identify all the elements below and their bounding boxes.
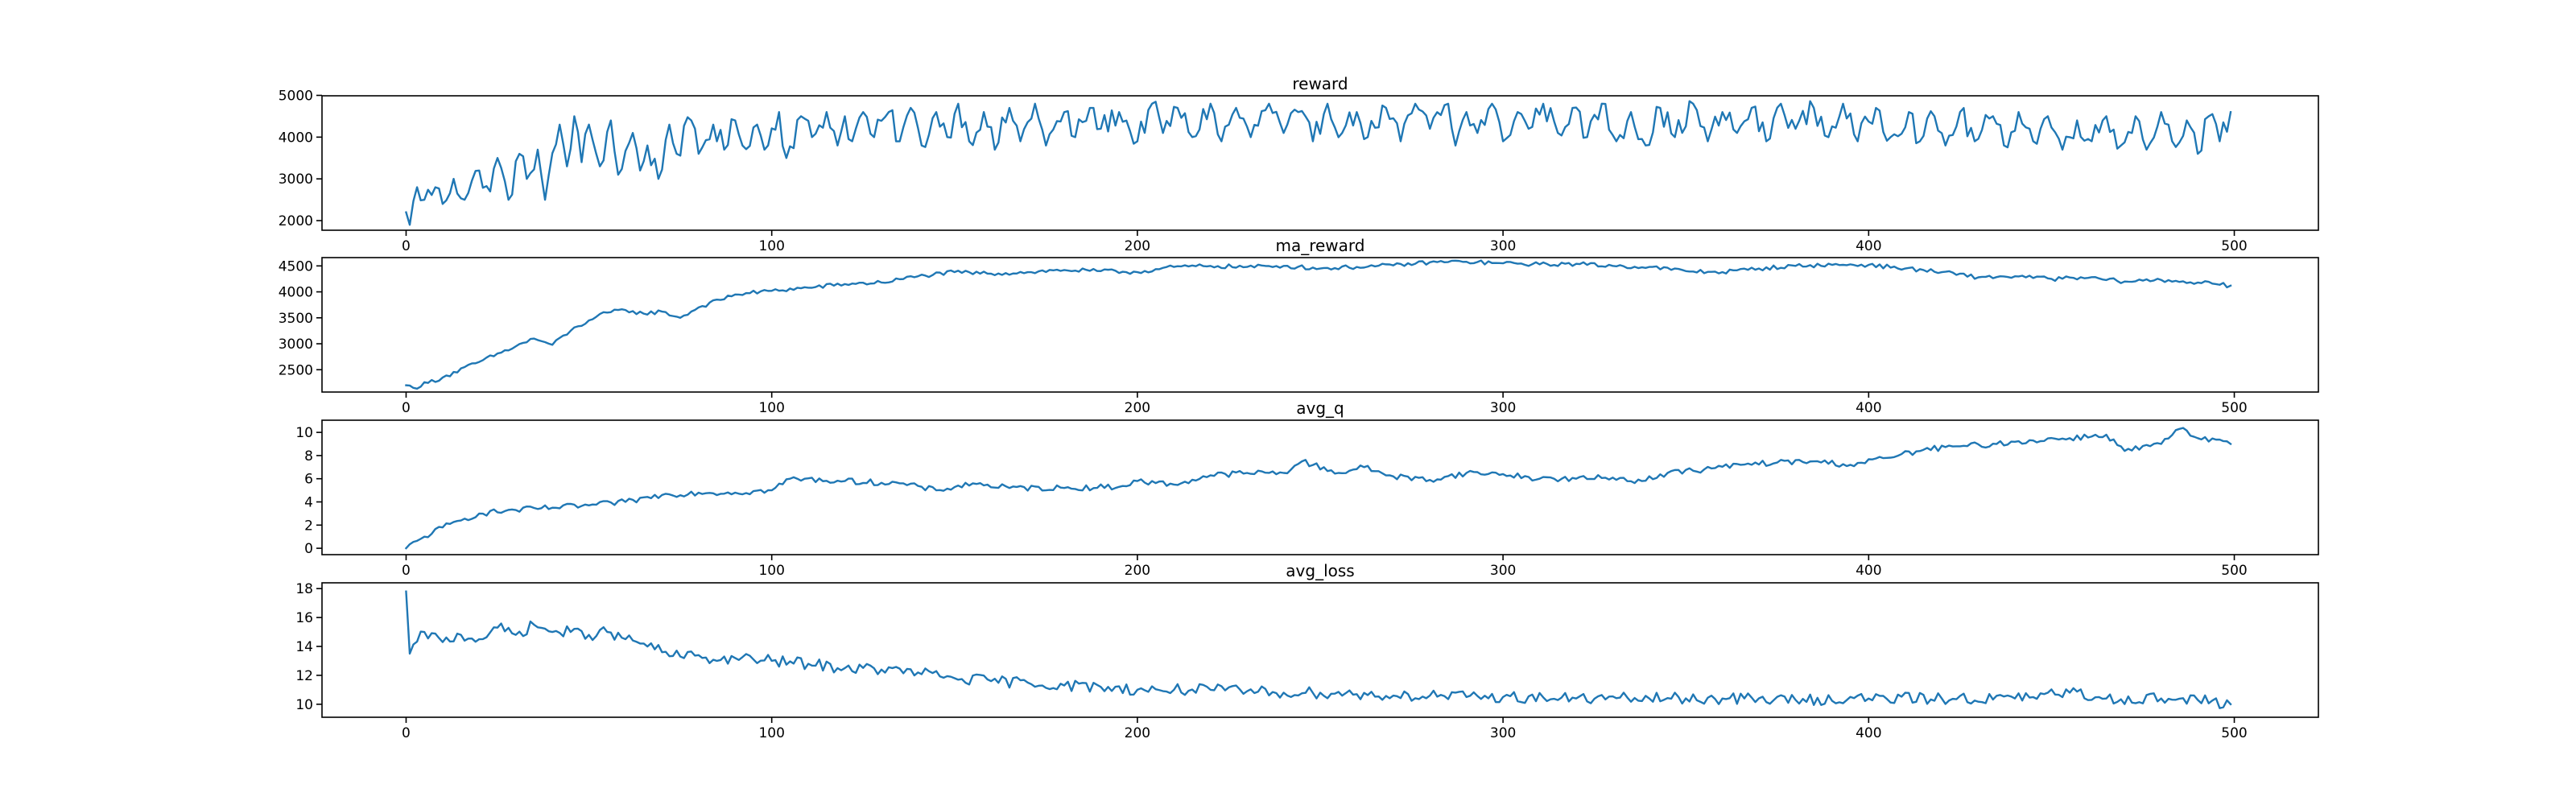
x-tick-label: 200 — [1125, 725, 1150, 741]
y-tick-label: 4000 — [279, 130, 313, 146]
y-tick-label: 4000 — [279, 285, 313, 301]
x-tick-label: 500 — [2221, 400, 2247, 416]
x-tick-label: 500 — [2221, 563, 2247, 579]
x-tick-label: 200 — [1125, 400, 1150, 416]
y-tick-label: 4 — [304, 494, 313, 510]
x-tick-label: 0 — [402, 725, 411, 741]
series-line-avg_loss — [405, 590, 2232, 709]
x-tick-label: 100 — [758, 725, 784, 741]
x-tick-label: 300 — [1490, 563, 1516, 579]
y-tick-label: 2 — [304, 518, 313, 534]
y-tick-label: 3000 — [279, 336, 313, 353]
x-tick-label: 400 — [1856, 238, 1881, 254]
y-tick-label: 2500 — [279, 362, 313, 378]
y-tick-label: 3500 — [279, 311, 313, 327]
x-tick-label: 400 — [1856, 400, 1881, 416]
axes-frame — [321, 582, 2319, 718]
y-tick-label: 2000 — [279, 213, 313, 229]
y-tick-label: 8 — [304, 448, 313, 464]
y-tick-label: 6 — [304, 472, 313, 488]
subplot-title: ma_reward — [1275, 236, 1364, 255]
series-line-ma_reward — [405, 259, 2232, 390]
y-tick-label: 12 — [295, 668, 313, 684]
axes-frame — [321, 257, 2319, 393]
x-tick-label: 100 — [758, 400, 784, 416]
y-tick-label: 16 — [295, 610, 313, 626]
subplot-avg_q: avg_q 0 100 200 300 400 500 0 2 4 6 8 10 — [295, 398, 2319, 579]
y-tick-label: 4500 — [279, 258, 313, 275]
axes-frame — [321, 95, 2319, 231]
subplot-title: avg_loss — [1286, 561, 1354, 580]
x-tick-label: 300 — [1490, 725, 1516, 741]
x-tick-label: 0 — [402, 400, 411, 416]
y-tick-label: 10 — [295, 697, 313, 713]
x-tick-label: 100 — [758, 238, 784, 254]
y-tick-label: 3000 — [279, 171, 313, 188]
subplot-title: avg_q — [1296, 398, 1344, 418]
y-tick-label: 18 — [295, 581, 313, 597]
x-tick-label: 300 — [1490, 400, 1516, 416]
x-tick-label: 500 — [2221, 238, 2247, 254]
x-tick-label: 400 — [1856, 563, 1881, 579]
x-tick-label: 300 — [1490, 238, 1516, 254]
subplot-title: reward — [1292, 74, 1348, 93]
series-line-avg_q — [404, 427, 2232, 550]
x-tick-label: 200 — [1125, 238, 1150, 254]
x-tick-label: 400 — [1856, 725, 1881, 741]
x-tick-label: 200 — [1125, 563, 1150, 579]
x-tick-label: 100 — [758, 563, 784, 579]
subplot-avg_loss: avg_loss 0 100 200 300 400 500 10 12 14 16 18 — [295, 561, 2319, 741]
y-tick-label: 0 — [304, 541, 313, 557]
x-tick-label: 500 — [2221, 725, 2247, 741]
y-tick-label: 5000 — [279, 88, 313, 104]
axes-frame — [321, 419, 2319, 555]
x-tick-label: 0 — [402, 238, 411, 254]
x-tick-label: 0 — [402, 563, 411, 579]
y-tick-label: 10 — [295, 425, 313, 441]
y-tick-label: 14 — [295, 639, 313, 655]
subplot-reward: reward 0 100 200 300 400 500 2000 3000 4000 5000 — [279, 74, 2319, 254]
series-line-reward — [404, 100, 2232, 226]
